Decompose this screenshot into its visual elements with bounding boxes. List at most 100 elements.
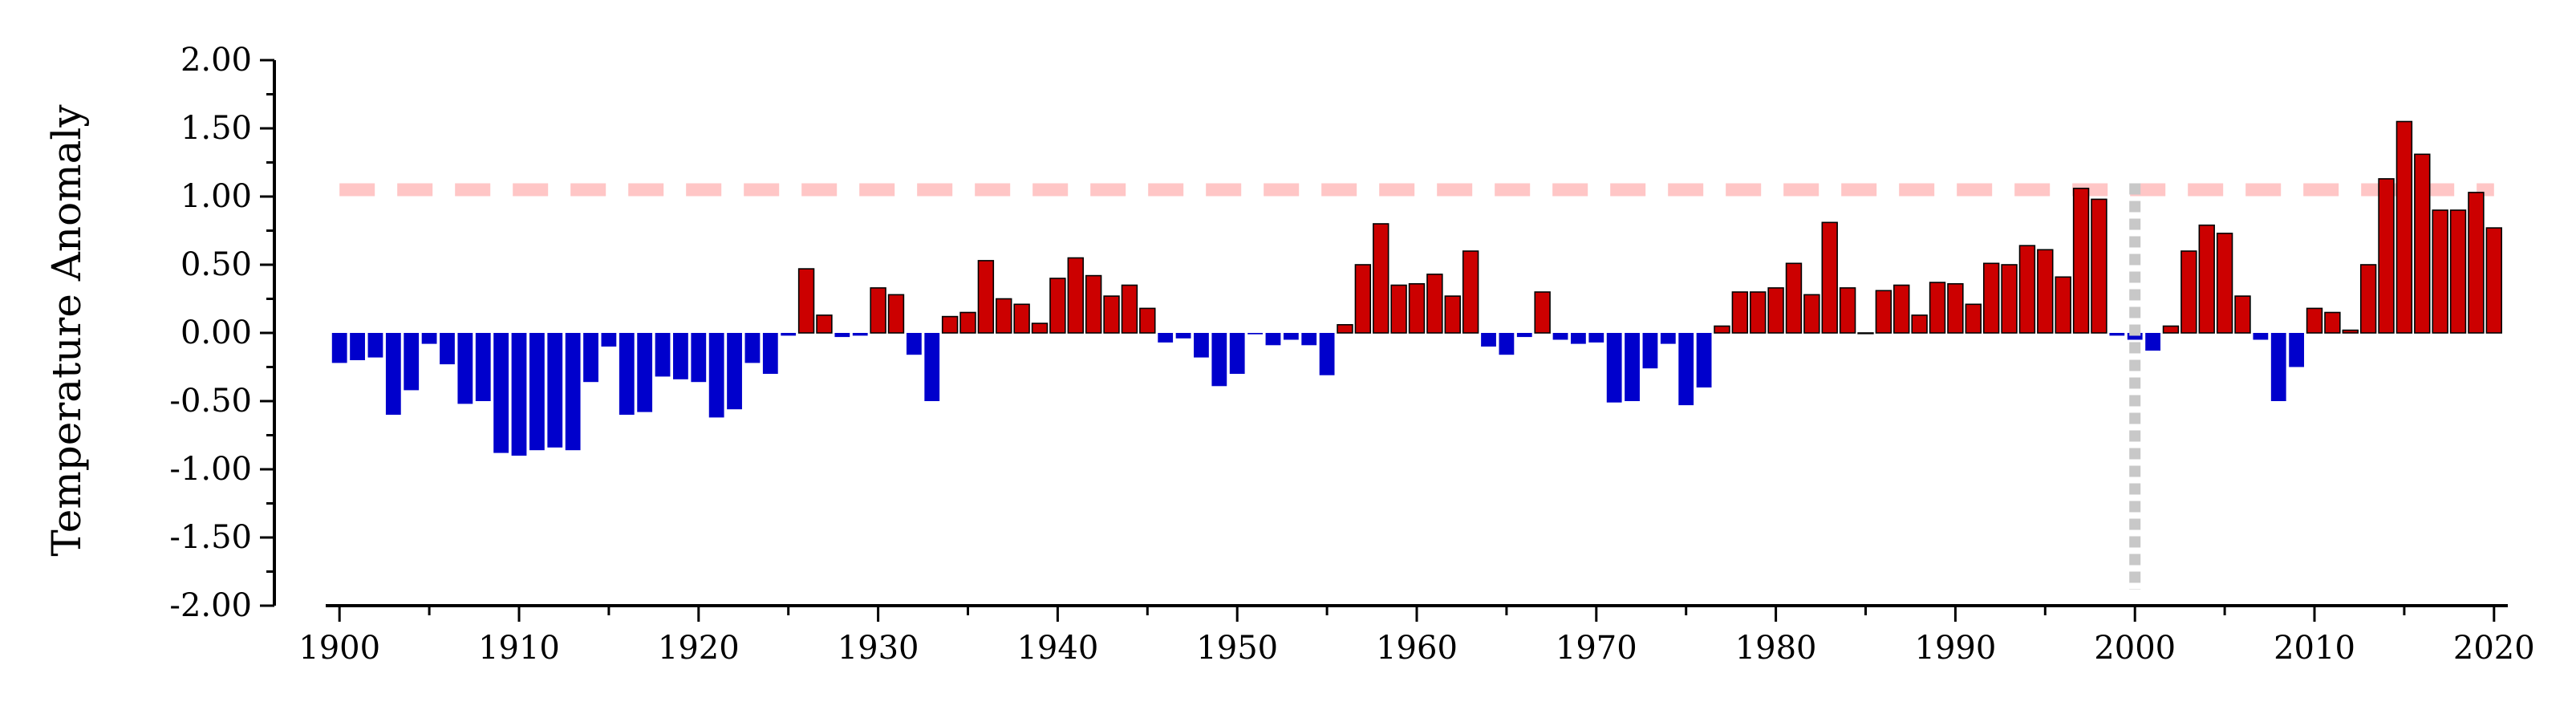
bar-1954 — [1301, 333, 1317, 346]
bar-1928 — [834, 333, 850, 338]
x-tick-label: 1940 — [1016, 630, 1098, 667]
bar-1982 — [1803, 294, 1820, 334]
bar-1906 — [440, 333, 455, 365]
bar-1929 — [852, 333, 868, 336]
bar-2001 — [2145, 333, 2160, 351]
bars-layer — [331, 120, 2503, 456]
bar-2018 — [2449, 209, 2467, 334]
bar-2007 — [2253, 333, 2269, 340]
x-tick-label: 1960 — [1376, 630, 1458, 667]
x-tick-label: 1920 — [658, 630, 740, 667]
bar-1940 — [1049, 278, 1066, 334]
bar-1932 — [906, 333, 922, 355]
bar-2003 — [2180, 250, 2197, 334]
bar-1977 — [1714, 325, 1730, 334]
bar-1934 — [941, 315, 959, 334]
bar-1978 — [1731, 291, 1749, 334]
bar-2020 — [2485, 227, 2503, 334]
x-tick-label: 1980 — [1735, 630, 1817, 667]
bar-2012 — [2342, 329, 2359, 334]
bar-1966 — [1516, 333, 1532, 338]
bar-1945 — [1139, 307, 1156, 334]
x-tick-label: 2000 — [2094, 630, 2176, 667]
bar-1923 — [744, 333, 761, 363]
bar-2005 — [2216, 233, 2233, 334]
bar-1913 — [565, 333, 581, 451]
y-tick-label: 2.00 — [181, 42, 252, 79]
bar-1988 — [1911, 314, 1928, 334]
bar-1989 — [1929, 282, 1946, 334]
bar-1924 — [762, 333, 778, 374]
bar-1915 — [601, 333, 617, 347]
x-tick-label: 2020 — [2453, 630, 2535, 667]
bar-1901 — [350, 333, 365, 360]
bar-1944 — [1121, 284, 1138, 334]
bar-1956 — [1337, 323, 1353, 334]
y-tick-label: -2.00 — [169, 587, 252, 624]
bar-1955 — [1319, 333, 1335, 375]
bar-1979 — [1750, 291, 1767, 334]
bar-1986 — [1875, 290, 1892, 334]
bar-1917 — [637, 333, 653, 412]
bar-1943 — [1103, 295, 1120, 334]
bar-2015 — [2395, 120, 2413, 334]
bar-1903 — [385, 333, 401, 415]
bar-2004 — [2198, 224, 2215, 334]
bar-1938 — [1013, 303, 1030, 334]
bar-2006 — [2234, 295, 2251, 334]
bar-1910 — [511, 333, 527, 456]
bar-1995 — [2037, 249, 2054, 334]
y-tick-label: -1.00 — [169, 451, 252, 488]
bar-1983 — [1821, 221, 1838, 334]
bar-1907 — [457, 333, 473, 404]
bar-2009 — [2289, 333, 2305, 367]
bar-1965 — [1499, 333, 1515, 355]
bar-1990 — [1947, 282, 1964, 334]
y-tick-label: 1.50 — [181, 110, 252, 147]
bar-1948 — [1194, 333, 1209, 358]
bar-1976 — [1696, 333, 1712, 387]
bar-1971 — [1606, 333, 1622, 403]
bar-1920 — [691, 333, 707, 383]
bar-1904 — [404, 333, 420, 391]
bar-1902 — [367, 333, 383, 358]
y-tick-label: 0.00 — [181, 314, 252, 351]
bar-1981 — [1785, 262, 1803, 334]
bar-2017 — [2432, 209, 2448, 334]
bar-1964 — [1481, 333, 1496, 347]
bar-1959 — [1390, 284, 1407, 334]
bar-1925 — [781, 333, 797, 336]
bar-1961 — [1426, 274, 1443, 334]
bar-1999 — [2109, 333, 2125, 336]
bar-1985 — [1857, 332, 1874, 335]
bar-1984 — [1839, 287, 1856, 334]
bar-1914 — [583, 333, 598, 383]
x-tick-label: 1910 — [478, 630, 560, 667]
bar-2013 — [2359, 264, 2377, 334]
y-tick-label: -1.50 — [169, 519, 252, 556]
bar-1975 — [1678, 333, 1694, 406]
bar-1987 — [1893, 284, 1910, 334]
bar-1953 — [1283, 333, 1299, 340]
y-tick-label: 1.00 — [181, 178, 252, 215]
bar-1951 — [1247, 333, 1263, 335]
bar-1968 — [1552, 333, 1568, 340]
bar-1970 — [1588, 333, 1604, 343]
bar-1931 — [887, 294, 905, 334]
bar-1936 — [977, 260, 995, 334]
bar-1958 — [1373, 223, 1389, 334]
bar-1911 — [529, 333, 545, 451]
bar-2016 — [2414, 153, 2431, 334]
bar-1980 — [1767, 287, 1784, 334]
bar-1973 — [1642, 333, 1658, 369]
bar-1916 — [619, 333, 635, 415]
bar-1946 — [1158, 333, 1174, 343]
bar-1930 — [870, 287, 886, 334]
x-tick-label: 1900 — [298, 630, 380, 667]
bar-1998 — [2091, 198, 2107, 334]
bar-1972 — [1625, 333, 1640, 401]
y-tick-label: -0.50 — [169, 383, 252, 420]
bar-2010 — [2306, 307, 2323, 334]
bar-1935 — [959, 311, 976, 334]
y-axis: 2.00 1.50 1.00 0.50 0.00 -0.50 -1.00 -1.50 -2.00 — [169, 42, 276, 624]
